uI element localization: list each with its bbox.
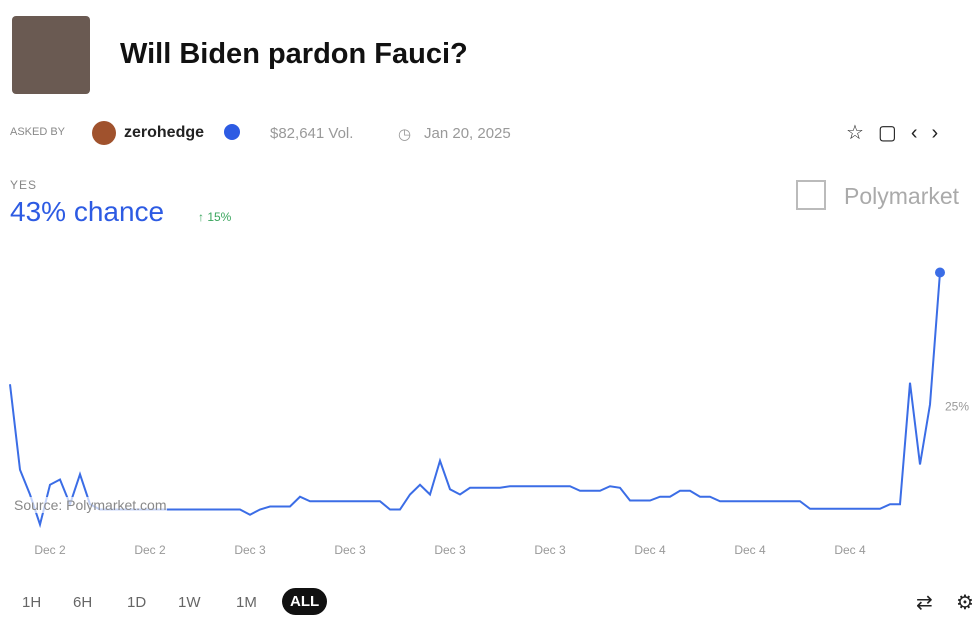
x-tick-label: Dec 2 [34,543,66,557]
brand: Polymarket [844,183,960,209]
x-tick-label: Dec 3 [234,543,266,557]
brand-logo [796,180,826,210]
user-name[interactable]: zerohedge [124,124,205,141]
user-avatar [92,121,116,145]
x-tick-label: Dec 4 [734,543,766,557]
range-button[interactable]: ALL [282,588,328,615]
range-button[interactable]: 1W [178,594,201,611]
x-tick-label: Dec 3 [434,543,466,557]
chance: 43% chance [10,196,165,227]
market-title: Will Biden pardon Fauci? [120,38,468,70]
x-tick-label: Dec 4 [634,543,666,557]
last-point [935,267,945,278]
swap-icon[interactable]: ⇄ [916,592,933,614]
asked-by: ASKED BY [10,126,66,138]
price-line [9,272,941,529]
market-image [12,16,90,94]
x-tick-label: Dec 2 [134,543,166,557]
source-watermark: Source: Polymarket.com [14,497,167,513]
outcome-label: YES [10,178,38,192]
x-tick-label: Dec 3 [334,543,366,557]
range-button[interactable]: 1M [236,594,257,611]
x-tick-label: Dec 4 [834,543,866,557]
verified-badge [224,124,240,140]
range-button[interactable]: 6H [73,594,93,611]
settings-icon[interactable]: ⚙ [956,592,974,614]
x-tick-label: Dec 3 [534,543,566,557]
end-date: Jan 20, 2025 [424,125,511,142]
change: ↑ 15% [198,210,232,224]
y-tick-label: 25% [945,400,969,414]
action-icons[interactable]: ☆▢‹› [846,122,953,144]
clock-icon: ◷ [398,126,412,143]
volume: $82,641 Vol. [270,125,354,142]
range-button[interactable]: 1H [22,594,42,611]
range-button[interactable]: 1D [127,594,147,611]
